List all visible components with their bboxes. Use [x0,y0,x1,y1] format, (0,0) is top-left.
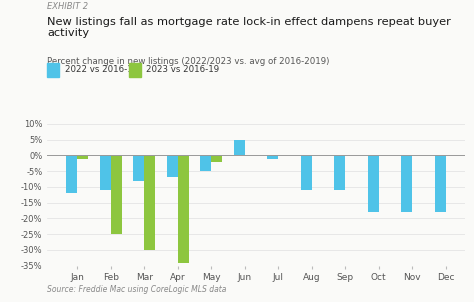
Bar [77,155,89,159]
Bar [133,155,145,181]
Text: 2023 vs 2016-19: 2023 vs 2016-19 [146,65,219,74]
Bar [111,155,122,234]
Bar [401,155,412,212]
Bar [167,155,178,178]
Bar [100,155,111,190]
Bar [367,155,379,212]
Bar [145,155,155,250]
Text: Source: Freddie Mac using CoreLogic MLS data: Source: Freddie Mac using CoreLogic MLS … [47,285,227,294]
Bar [334,155,345,190]
Text: New listings fall as mortgage rate lock-in effect dampens repeat buyer activity: New listings fall as mortgage rate lock-… [47,17,451,38]
Bar [301,155,312,190]
Bar [435,155,446,212]
Text: 2022 vs 2016-19: 2022 vs 2016-19 [65,65,138,74]
Bar [211,155,222,162]
Bar [66,155,77,193]
Bar [267,155,278,159]
Bar [178,155,189,263]
Text: Percent change in new listings (2022/2023 vs. avg of 2016-2019): Percent change in new listings (2022/202… [47,57,330,66]
Bar [200,155,211,171]
Bar [234,140,245,155]
Text: EXHIBIT 2: EXHIBIT 2 [47,2,89,11]
